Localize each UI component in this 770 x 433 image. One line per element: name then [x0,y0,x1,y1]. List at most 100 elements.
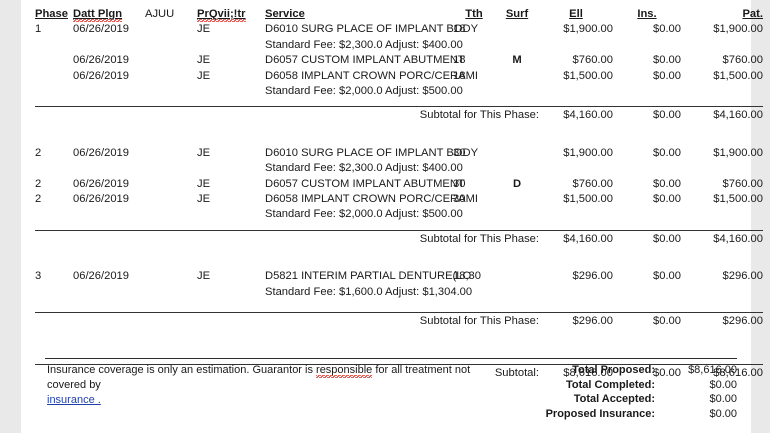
cell-tth: 30 [453,146,466,159]
page-edge-left [0,0,21,433]
cell-ins: $0.00 [653,270,681,283]
column-header-service: Service [265,8,305,20]
cell-pat: $1,500.00 [713,193,763,206]
table-row[interactable]: 2 06/26/2019 JE D6057 CUSTOM IMPLANT ABU… [35,177,763,192]
cell-ajuu [145,192,197,207]
cell-date: 06/26/2019 [73,54,129,67]
cell-date: 06/26/2019 [73,146,129,159]
subtotal-ins: $0.00 [653,232,681,245]
table-row[interactable]: 3 06/26/2019 JE D5821 INTERIM PARTIAL DE… [35,269,763,284]
footer-divider [45,358,737,359]
disclaimer-misspelled-word: responsible [316,364,373,378]
cell-est: $1,500.00 [563,193,613,206]
cell-ajuu [145,177,197,192]
cell-service: D6057 CUSTOM IMPLANT ABUTMENT [265,177,465,190]
table-row-note: Standard Fee: $2,300.0 Adjust: $400.00 [35,161,763,176]
table-row[interactable]: 2 06/26/2019 JE D6058 IMPLANT CROWN PORC… [35,192,763,207]
cell-provider: JE [197,23,211,36]
cell-fee-note: Standard Fee: $2,000.0 Adjust: $500.00 [265,85,463,98]
column-header-provider: PrQvii;!tr [197,8,246,22]
table-row-note: Standard Fee: $2,300.0 Adjust: $400.00 [35,38,763,53]
subtotal-ins: $0.00 [653,109,681,122]
cell-surf [495,146,539,161]
subtotal-rule [35,106,763,109]
cell-tth: 30 [453,193,466,206]
subtotal-est: $4,160.00 [563,232,613,245]
column-header-tth: Tth [465,8,483,20]
cell-pat: $1,900.00 [713,23,763,36]
treatment-plan-page: Phase Datt Plgn AJUU PrQvii;!tr Service … [21,0,763,433]
cell-ajuu [145,269,197,284]
table-row[interactable]: 1 06/26/2019 JE D6010 SURG PLACE OF IMPL… [35,22,763,37]
cell-ajuu [145,22,197,37]
subtotal-ins: $0.00 [653,315,681,328]
disclaimer-text-part2: for all treatment not covered by [47,364,471,391]
cell-provider: JE [197,177,211,190]
table-row-note: Standard Fee: $2,000.0 Adjust: $500.00 [35,207,763,222]
cell-date: 06/26/2019 [73,177,129,190]
subtotal-label: Subtotal for This Phase: [419,109,539,122]
row-spacer [35,99,763,107]
total-completed-label: Total Completed: [565,378,655,391]
grand-subtotal-est: $8,616.00 [563,366,613,379]
cell-date: 06/26/2019 [73,69,129,82]
column-header-date-planned: Datt Plgn [73,8,123,22]
cell-phase: 1 [35,23,42,36]
totals-row: Proposed Insurance: $0.00 [546,407,737,422]
cell-provider: JE [197,54,211,67]
cell-est: $1,900.00 [563,146,613,159]
row-spacer [35,247,763,269]
insurance-link[interactable]: insurance . [47,394,101,406]
cell-surf: D [512,177,522,190]
totals-row: Total Completed: $0.00 [546,378,737,393]
cell-surf [495,192,539,207]
row-spacer [35,223,763,231]
subtotal-rule [35,312,763,315]
treatment-plan-table: Phase Datt Plgn AJUU PrQvii;!tr Service … [35,7,763,381]
cell-tth: 18 [453,69,466,82]
table-row[interactable]: 06/26/2019 JE D6057 CUSTOM IMPLANT ABUTM… [35,53,763,68]
cell-est: $1,900.00 [563,23,613,36]
row-spacer [35,124,763,146]
cell-phase: 2 [35,177,42,190]
total-proposed-label: Total Proposed: [572,364,655,376]
grand-subtotal-label: Subtotal: [494,366,539,379]
total-proposed-value: $8,616.00 [688,364,737,376]
total-completed-value: $0.00 [709,378,737,391]
row-spacer [35,330,763,352]
proposed-insurance-value: $0.00 [709,407,737,420]
subtotal-row: Subtotal for This Phase: $4,160.00 $0.00… [35,232,763,247]
cell-pat: $296.00 [722,270,763,283]
cell-phase [35,69,73,84]
subtotal-row: Subtotal for This Phase: $4,160.00 $0.00… [35,108,763,123]
subtotal-rule [35,230,763,232]
cell-fee-note: Standard Fee: $1,600.0 Adjust: $1,304.00 [265,285,473,298]
table-row[interactable]: 2 06/26/2019 JE D6010 SURG PLACE OF IMPL… [35,146,763,161]
table-row-note: Standard Fee: $2,000.0 Adjust: $500.00 [35,84,763,99]
cell-surf [495,69,539,84]
cell-date: 06/26/2019 [73,23,129,36]
total-accepted-label: Total Accepted: [573,393,655,406]
disclaimer-text-part1: Insurance coverage is only an estimation… [47,364,317,376]
cell-pat: $1,500.00 [713,69,763,82]
table-body: 1 06/26/2019 JE D6010 SURG PLACE OF IMPL… [35,22,763,381]
cell-phase: 3 [35,270,42,283]
cell-service: D6010 SURG PLACE OF IMPLANT BODY [265,23,479,36]
totals-summary: Total Proposed: $8,616.00 Total Complete… [546,363,737,421]
subtotal-label: Subtotal for This Phase: [419,232,539,245]
table-row-note: Standard Fee: $1,600.0 Adjust: $1,304.00 [35,285,763,300]
grand-subtotal-rule [35,363,763,366]
table-row[interactable]: 06/26/2019 JE D6058 IMPLANT CROWN PORC/C… [35,69,763,84]
subtotal-est: $296.00 [572,315,613,328]
cell-service: D6057 CUSTOM IMPLANT ABUTMENT [265,54,465,67]
cell-fee-note: Standard Fee: $2,300.0 Adjust: $400.00 [265,162,463,175]
page-footer: Insurance coverage is only an estimation… [21,358,751,421]
cell-phase: 2 [35,146,42,159]
cell-fee-note: Standard Fee: $2,300.0 Adjust: $400.00 [265,38,463,51]
cell-tth: 18,30 [453,270,481,283]
grand-subtotal-pat: $8,616.00 [713,366,763,379]
proposed-insurance-label: Proposed Insurance: [545,407,655,420]
cell-pat: $1,900.00 [713,146,763,159]
subtotal-pat: $296.00 [722,315,763,328]
cell-est: $760.00 [572,177,613,190]
